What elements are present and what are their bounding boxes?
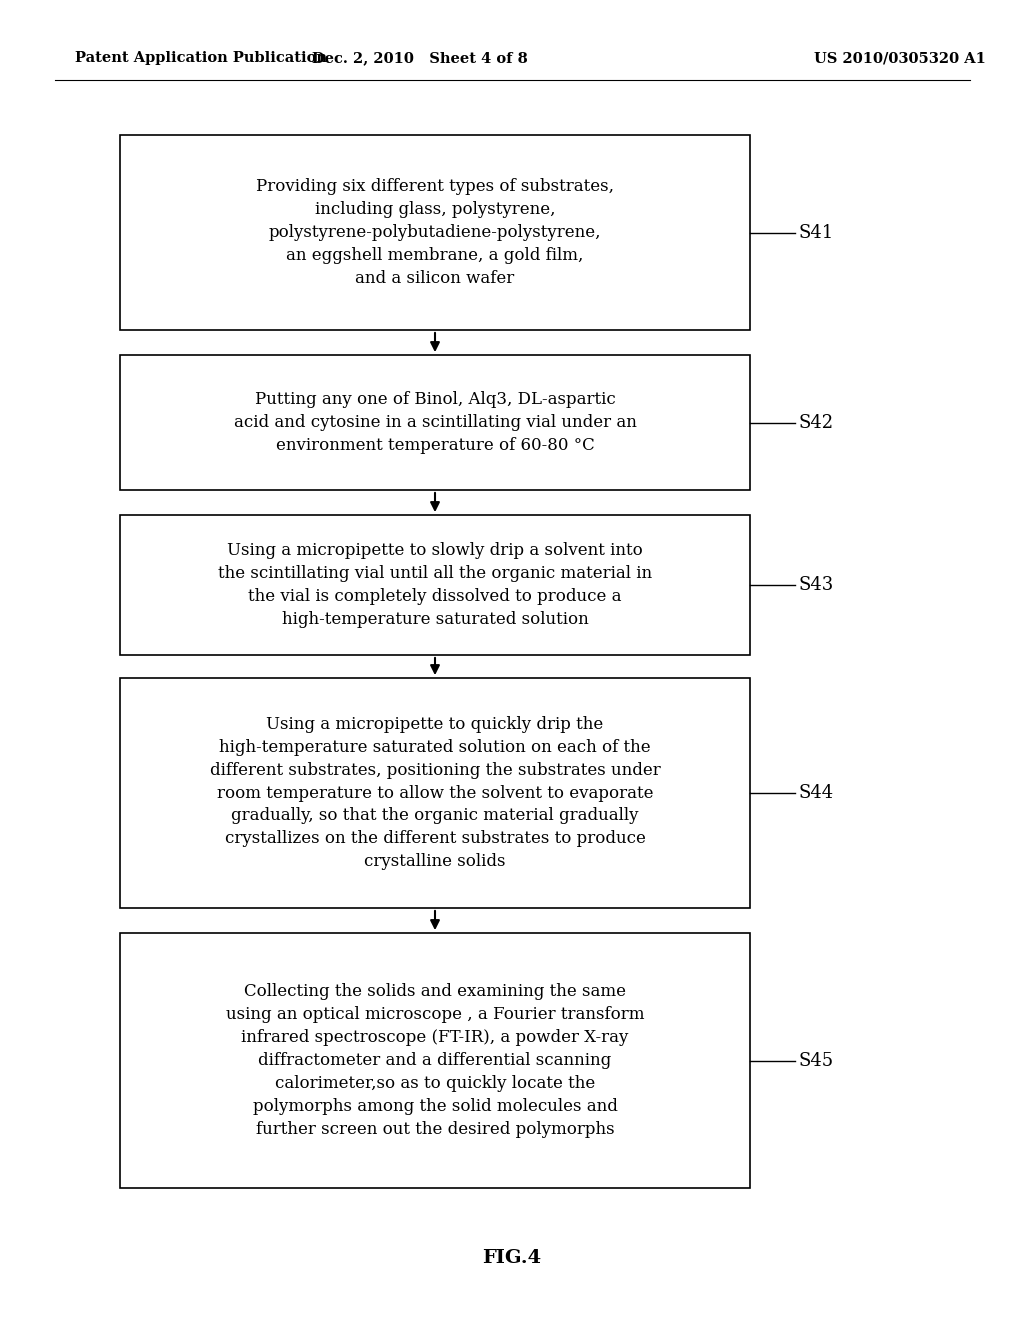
Text: Putting any one of Binol, Alq3, DL-aspartic
acid and cytosine in a scintillating: Putting any one of Binol, Alq3, DL-aspar… (233, 391, 637, 454)
Text: US 2010/0305320 A1: US 2010/0305320 A1 (814, 51, 986, 65)
Text: Patent Application Publication: Patent Application Publication (75, 51, 327, 65)
Bar (120, 355, 750, 490)
Text: FIG.4: FIG.4 (482, 1249, 542, 1267)
Text: Providing six different types of substrates,
including glass, polystyrene,
polys: Providing six different types of substra… (256, 178, 614, 286)
Text: Using a micropipette to slowly drip a solvent into
the scintillating vial until : Using a micropipette to slowly drip a so… (218, 543, 652, 628)
Text: S43: S43 (798, 576, 834, 594)
Bar (120, 678, 750, 908)
Bar (120, 135, 750, 330)
Text: S42: S42 (798, 413, 834, 432)
Text: S41: S41 (798, 223, 834, 242)
Text: S45: S45 (798, 1052, 834, 1069)
Bar (120, 933, 750, 1188)
Bar (120, 515, 750, 655)
Text: Using a micropipette to quickly drip the
high-temperature saturated solution on : Using a micropipette to quickly drip the… (210, 715, 660, 870)
Text: S44: S44 (798, 784, 834, 803)
Text: Collecting the solids and examining the same
using an optical microscope , a Fou: Collecting the solids and examining the … (225, 983, 644, 1138)
Text: Dec. 2, 2010   Sheet 4 of 8: Dec. 2, 2010 Sheet 4 of 8 (312, 51, 528, 65)
